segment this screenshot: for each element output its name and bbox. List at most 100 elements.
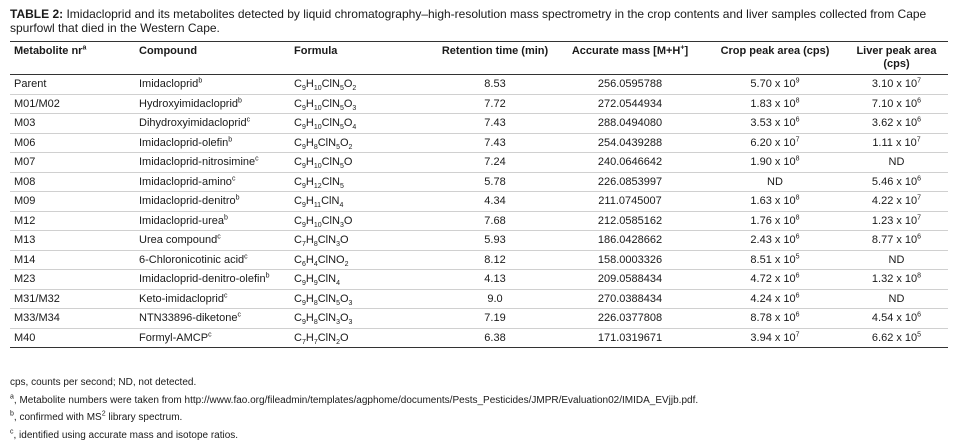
crop-cell: 4.72 x 106 bbox=[705, 270, 845, 290]
metabolite-cell: M23 bbox=[10, 270, 135, 290]
subscript: 10 bbox=[314, 105, 322, 112]
supscript: c bbox=[255, 156, 259, 163]
mass-cell: 226.0853997 bbox=[555, 172, 705, 192]
supscript: 6 bbox=[917, 175, 921, 182]
compound-cell: NTN33896-diketonec bbox=[135, 309, 290, 329]
text-segment: Imidacloprid-denitro-olefin bbox=[139, 273, 266, 285]
text-segment: , Metabolite numbers were taken from htt… bbox=[14, 395, 698, 406]
compound-cell: Imidaclopridb bbox=[135, 75, 290, 95]
supscript: 8 bbox=[796, 156, 800, 163]
formula-cell: C9H10ClN3O bbox=[290, 211, 435, 231]
formula-cell: C9H8ClN5O2 bbox=[290, 133, 435, 153]
text-segment: Imidacloprid-amino bbox=[139, 176, 232, 188]
metabolite-cell: M01/M02 bbox=[10, 94, 135, 114]
metabolite-cell: M03 bbox=[10, 114, 135, 134]
subscript: 4 bbox=[336, 280, 340, 287]
retention-cell: 5.93 bbox=[435, 231, 555, 251]
supscript: c bbox=[217, 234, 221, 241]
text-segment: ND bbox=[889, 254, 905, 266]
compound-cell: Imidacloprid-denitro-olefinb bbox=[135, 270, 290, 290]
formula-cell: C9H10ClN5O2 bbox=[290, 75, 435, 95]
text-segment: 1.90 x 10 bbox=[750, 156, 795, 168]
text-segment: C bbox=[294, 273, 302, 285]
compound-cell: Urea compoundc bbox=[135, 231, 290, 251]
formula-cell: C6H4ClNO2 bbox=[290, 250, 435, 270]
text-segment: , identified using accurate mass and iso… bbox=[14, 430, 239, 441]
supscript: 7 bbox=[796, 331, 800, 338]
text-segment: 6.62 x 10 bbox=[872, 332, 917, 344]
liver-cell: 3.62 x 106 bbox=[845, 114, 948, 134]
text-segment: C bbox=[294, 312, 302, 324]
supscript: c bbox=[244, 253, 248, 260]
supscript: a bbox=[82, 44, 86, 51]
compound-cell: Hydroxyimidaclopridb bbox=[135, 94, 290, 114]
text-segment: 3.94 x 10 bbox=[750, 332, 795, 344]
text-segment: 6.20 x 10 bbox=[750, 137, 795, 149]
supscript: 6 bbox=[917, 117, 921, 124]
column-header: Metabolite nra bbox=[10, 42, 135, 75]
supscript: b bbox=[228, 136, 232, 143]
subscript: 3 bbox=[349, 319, 353, 326]
text-segment: C bbox=[294, 215, 302, 227]
retention-cell: 7.68 bbox=[435, 211, 555, 231]
caption-text: Imidacloprid and its metabolites detecte… bbox=[10, 7, 926, 35]
text-segment: Hydroxyimidacloprid bbox=[139, 98, 238, 110]
metabolite-cell: M13 bbox=[10, 231, 135, 251]
subscript: 4 bbox=[352, 124, 356, 131]
text-segment: 5.46 x 10 bbox=[872, 176, 917, 188]
formula-cell: C9H8ClN5O3 bbox=[290, 289, 435, 309]
subscript: 3 bbox=[352, 105, 356, 112]
supscript: 6 bbox=[796, 234, 800, 241]
formula-cell: C9H10ClN5O4 bbox=[290, 114, 435, 134]
supscript: c bbox=[247, 117, 251, 124]
supscript: 7 bbox=[917, 214, 921, 221]
text-segment: Retention time (min) bbox=[442, 45, 548, 57]
mass-cell: 186.0428662 bbox=[555, 231, 705, 251]
formula-cell: C9H12ClN5 bbox=[290, 172, 435, 192]
mass-cell: 270.0388434 bbox=[555, 289, 705, 309]
retention-cell: 7.72 bbox=[435, 94, 555, 114]
text-segment: ClN bbox=[318, 293, 336, 305]
formula-cell: C9H10ClN5O bbox=[290, 153, 435, 173]
supscript: 8 bbox=[796, 214, 800, 221]
mass-cell: 211.0745007 bbox=[555, 192, 705, 212]
text-segment: H bbox=[306, 293, 314, 305]
subscript: 10 bbox=[314, 85, 322, 92]
crop-cell: 1.83 x 108 bbox=[705, 94, 845, 114]
supscript: b bbox=[224, 214, 228, 221]
formula-cell: C9H10ClN5O3 bbox=[290, 94, 435, 114]
crop-cell: 8.78 x 106 bbox=[705, 309, 845, 329]
text-segment: Keto-imidacloprid bbox=[139, 293, 224, 305]
retention-cell: 8.12 bbox=[435, 250, 555, 270]
text-segment: ClN bbox=[318, 234, 336, 246]
metabolite-cell: M08 bbox=[10, 172, 135, 192]
formula-cell: C7H7ClN2O bbox=[290, 328, 435, 348]
text-segment: ND bbox=[889, 156, 905, 168]
column-header: Formula bbox=[290, 42, 435, 75]
retention-cell: 9.0 bbox=[435, 289, 555, 309]
liver-cell: 6.62 x 105 bbox=[845, 328, 948, 348]
text-segment: library spectrum. bbox=[106, 412, 183, 423]
text-segment: 3.62 x 10 bbox=[872, 117, 917, 129]
mass-cell: 288.0494080 bbox=[555, 114, 705, 134]
supscript: 8 bbox=[917, 273, 921, 280]
text-segment: 7.10 x 10 bbox=[872, 98, 917, 110]
text-segment: C bbox=[294, 234, 302, 246]
retention-cell: 4.34 bbox=[435, 192, 555, 212]
text-segment: C bbox=[294, 78, 302, 90]
supscript: c bbox=[224, 292, 228, 299]
formula-cell: C7H8ClN3O bbox=[290, 231, 435, 251]
supscript: 7 bbox=[917, 136, 921, 143]
subscript: 2 bbox=[345, 261, 349, 268]
subscript: 3 bbox=[349, 300, 353, 307]
crop-cell: 8.51 x 105 bbox=[705, 250, 845, 270]
text-segment: 3.53 x 10 bbox=[750, 117, 795, 129]
text-segment: H bbox=[306, 156, 314, 168]
compound-cell: Formyl-AMCPc bbox=[135, 328, 290, 348]
